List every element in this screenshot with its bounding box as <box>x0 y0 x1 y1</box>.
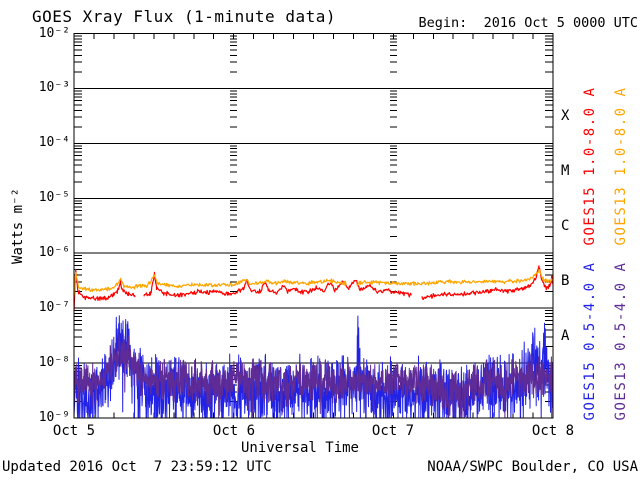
y-tick-label: 10⁻² <box>38 26 70 41</box>
y-tick-label: 10⁻³ <box>38 80 70 95</box>
y-tick-label: 10⁻⁷ <box>38 300 70 315</box>
noaa-swpc-credit: NOAA/SWPC Boulder, CO USA <box>427 459 638 475</box>
legend-goes15-long: GOES15 1.0-8.0 A <box>582 86 598 246</box>
y-tick-label: 10⁻⁶ <box>38 245 70 260</box>
legend-goes15-short: GOES15 0.5-4.0 A <box>582 261 598 421</box>
begin-timestamp: Begin: 2016 Oct 5 0000 UTC <box>418 15 638 31</box>
x-tick-label: Oct 8 <box>531 423 575 439</box>
updated-timestamp: Updated 2016 Oct 7 23:59:12 UTC <box>2 459 272 475</box>
legend-goes13-long: GOES13 1.0-8.0 A <box>613 86 629 246</box>
legend-goes13-short: GOES13 0.5-4.0 A <box>613 261 629 421</box>
flare-class-label: A <box>561 328 570 344</box>
y-tick-label: 10⁻⁹ <box>38 410 70 425</box>
y-tick-label: 10⁻⁴ <box>38 135 70 150</box>
flare-class-label: C <box>561 218 570 234</box>
chart-title: GOES Xray Flux (1-minute data) <box>32 7 336 26</box>
x-tick-label: Oct 6 <box>212 423 256 439</box>
flare-class-label: B <box>561 273 570 289</box>
flare-class-label: M <box>561 163 570 179</box>
y-tick-label: 10⁻⁸ <box>38 355 70 370</box>
x-axis-label: Universal Time <box>240 440 359 456</box>
x-tick-label: Oct 5 <box>52 423 96 439</box>
y-axis-label: Watts m⁻² <box>10 188 26 264</box>
flare-class-label: X <box>561 108 570 124</box>
x-tick-label: Oct 7 <box>371 423 415 439</box>
y-tick-label: 10⁻⁵ <box>38 190 70 205</box>
